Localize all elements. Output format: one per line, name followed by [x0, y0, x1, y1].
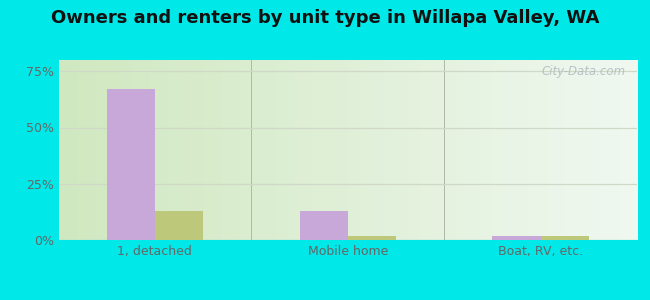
- Bar: [493, 236, 541, 240]
- Bar: [300, 211, 348, 240]
- Bar: [107, 89, 155, 240]
- Text: City-Data.com: City-Data.com: [541, 65, 625, 78]
- Bar: [348, 236, 396, 240]
- Bar: [155, 211, 203, 240]
- Bar: [541, 236, 589, 240]
- Text: Owners and renters by unit type in Willapa Valley, WA: Owners and renters by unit type in Willa…: [51, 9, 599, 27]
